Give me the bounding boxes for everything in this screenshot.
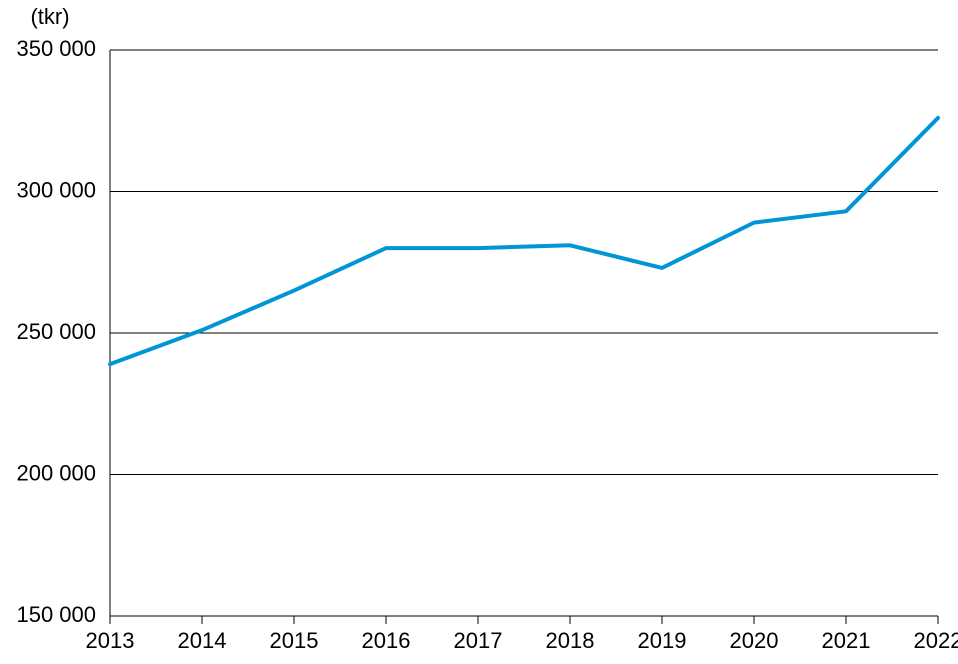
- y-tick-label: 350 000: [16, 36, 96, 61]
- y-tick-label: 150 000: [16, 602, 96, 627]
- y-tick-label: 250 000: [16, 319, 96, 344]
- x-tick-label: 2013: [86, 628, 135, 653]
- y-axis-title: (tkr): [30, 4, 69, 29]
- y-tick-label: 300 000: [16, 177, 96, 202]
- chart-svg: 150 000 200 000 250 000 300 000 350 000 2013 2…: [0, 0, 958, 664]
- x-tick-label: 2022: [914, 628, 958, 653]
- x-tick-label: 2015: [270, 628, 319, 653]
- x-tick-label: 2016: [362, 628, 411, 653]
- x-tick-label: 2018: [546, 628, 595, 653]
- x-tick-label: 2020: [730, 628, 779, 653]
- x-tick-label: 2017: [454, 628, 503, 653]
- x-tick-label: 2014: [178, 628, 227, 653]
- x-tick-label: 2021: [822, 628, 871, 653]
- line-chart: 150 000 200 000 250 000 300 000 350 000 2013 2…: [0, 0, 958, 664]
- x-tick-label: 2019: [638, 628, 687, 653]
- y-tick-label: 200 000: [16, 460, 96, 485]
